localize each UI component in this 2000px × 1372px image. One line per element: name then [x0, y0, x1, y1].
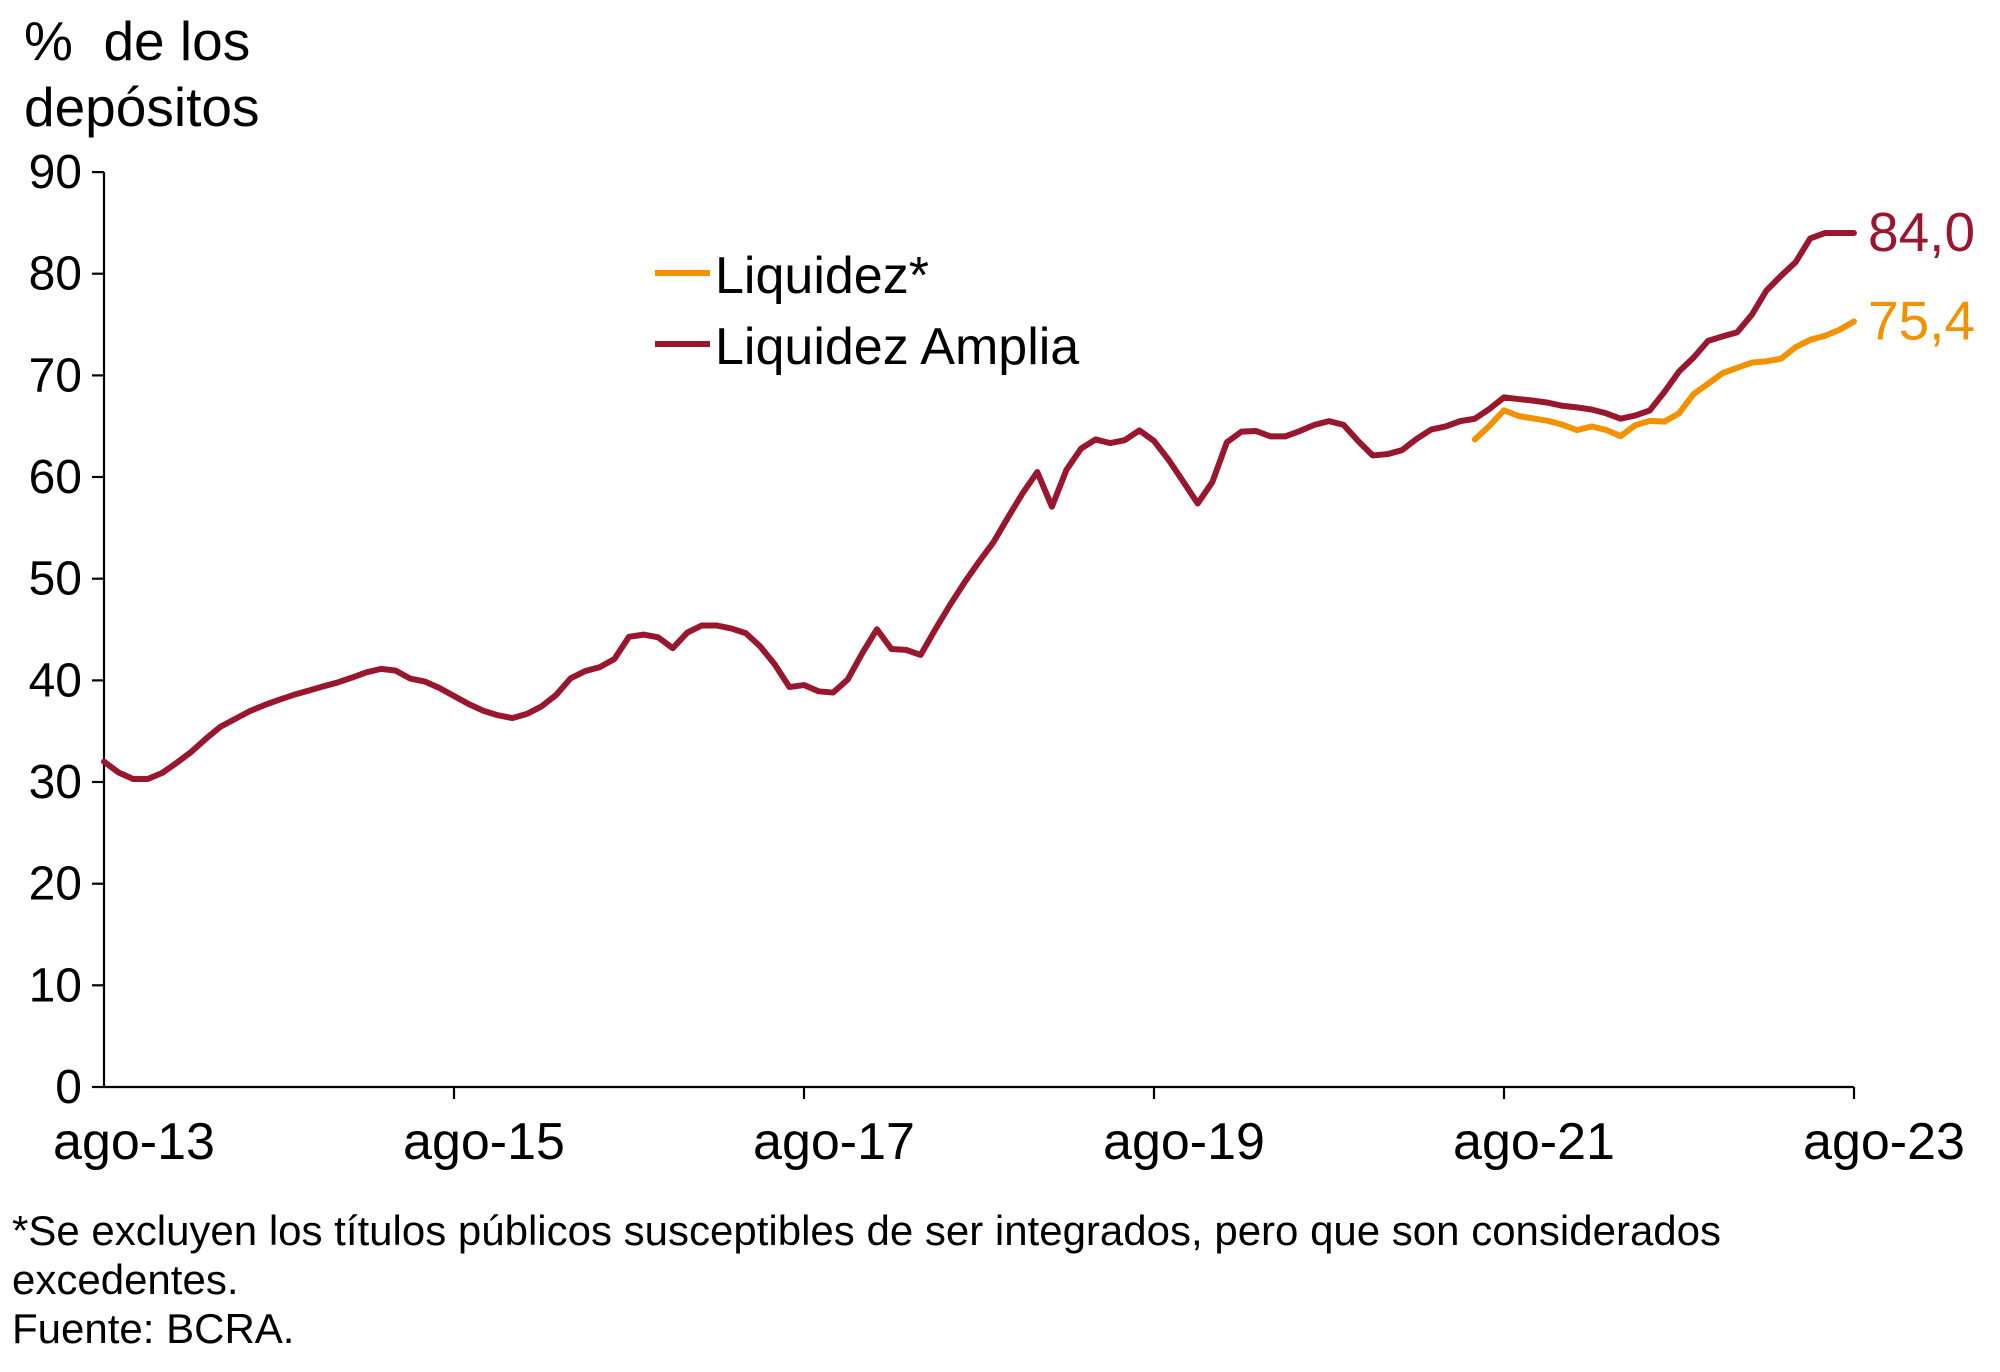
svg-text:90: 90 [29, 146, 82, 199]
svg-text:30: 30 [29, 756, 82, 809]
svg-text:75,4: 75,4 [1868, 290, 1975, 352]
svg-text:ago-19: ago-19 [1103, 1113, 1265, 1171]
svg-text:ago-15: ago-15 [403, 1113, 565, 1171]
svg-text:Liquidez Amplia: Liquidez Amplia [715, 318, 1079, 376]
svg-text:excedentes.: excedentes. [12, 1256, 239, 1303]
svg-text:*Se excluyen los títulos públi: *Se excluyen los títulos públicos suscep… [12, 1207, 1721, 1254]
svg-text:80: 80 [29, 248, 82, 301]
svg-text:0: 0 [55, 1061, 82, 1114]
svg-text:Fuente: BCRA.: Fuente: BCRA. [12, 1305, 294, 1352]
svg-text:60: 60 [29, 451, 82, 504]
svg-text:depósitos: depósitos [24, 76, 259, 138]
svg-text:ago-21: ago-21 [1453, 1113, 1615, 1171]
svg-text:70: 70 [29, 349, 82, 402]
svg-text:% de los: % de los [24, 10, 250, 72]
svg-text:50: 50 [29, 553, 82, 606]
svg-text:ago-13: ago-13 [53, 1113, 215, 1171]
svg-text:84,0: 84,0 [1868, 201, 1975, 263]
svg-text:20: 20 [29, 858, 82, 911]
svg-text:40: 40 [29, 654, 82, 707]
svg-text:Liquidez*: Liquidez* [715, 247, 929, 305]
svg-text:ago-23: ago-23 [1803, 1113, 1965, 1171]
svg-text:10: 10 [29, 959, 82, 1012]
svg-text:ago-17: ago-17 [753, 1113, 915, 1171]
